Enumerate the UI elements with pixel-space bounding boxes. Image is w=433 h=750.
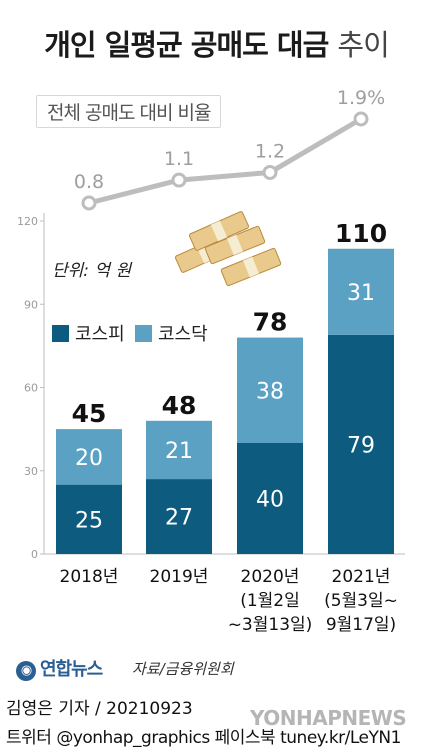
title-bold: 개인 일평균 공매도 대금: [44, 28, 329, 62]
bar-value-label: 27: [165, 506, 193, 531]
ratio-label: 전체 공매도 대비 비율: [36, 95, 222, 128]
legend-kosdaq-label: 코스닥: [158, 324, 208, 345]
byline: 김영은 기자 / 20210923: [6, 699, 193, 719]
bar-total-label: 78: [253, 308, 288, 337]
x-tick-label: 2019년: [150, 567, 209, 587]
ratio-point: [81, 195, 97, 211]
bar-kospi: [146, 479, 212, 554]
bar-kosdaq: [328, 248, 394, 335]
legend-kosdaq-swatch: [135, 324, 152, 342]
x-tick-label: 2020년: [241, 567, 300, 587]
ratio-line: [88, 116, 363, 206]
yonhap-logo: ◉ 연합뉴스: [16, 655, 103, 681]
x-tick-label: 2018년: [60, 567, 119, 587]
bar-kosdaq: [56, 429, 122, 485]
x-tick-label: ~3월13일): [228, 615, 313, 635]
chart: 0 30 60 90 120 25 20 45 2018년 27 21 48 2019년 40 38 78 20…: [17, 87, 405, 635]
ratio-point: [171, 172, 187, 188]
bar-kosdaq: [146, 420, 212, 480]
bar-value-label: 21: [165, 439, 193, 464]
ratio-value-label: 1.1: [164, 148, 194, 170]
bar-kosdaq: [237, 337, 303, 443]
money-stack-illustration: [174, 211, 282, 287]
ratio-value-label: 1.9%: [337, 87, 385, 109]
legend-kosdaq: 코스닥: [135, 320, 208, 346]
unit-label: 단위: 억 원: [52, 261, 132, 281]
yonhap-logo-icon: ◉: [16, 661, 36, 681]
watermark: YONHAPNEWS: [250, 706, 407, 730]
y-tick-label: 90: [24, 298, 38, 311]
y-tick-label: 30: [24, 465, 38, 478]
bar-value-label: 40: [256, 488, 284, 513]
money-band: [226, 234, 244, 256]
x-tick-label: (1월2일: [240, 591, 300, 611]
x-tick-label: 9월17일): [326, 615, 396, 635]
bar-value-label: 31: [347, 281, 375, 306]
bar-total-label: 110: [335, 219, 387, 248]
bar-kospi: [237, 443, 303, 554]
bar-value-label: 25: [75, 508, 103, 533]
bar-value-label: 79: [347, 433, 375, 458]
money-band: [242, 256, 260, 278]
bar-total-label: 45: [72, 399, 107, 428]
y-tick-label: 120: [17, 215, 38, 228]
source: 자료/금융위원회: [132, 660, 234, 678]
x-tick-label: (5월3일~: [324, 591, 398, 611]
ratio-value-label: 1.2: [255, 140, 285, 162]
ratio-point: [353, 111, 369, 127]
y-tick-label: 60: [24, 382, 38, 395]
social-links: 트위터 @yonhap_graphics 페이스북 tuney.kr/LeYN1: [6, 728, 401, 748]
bar-value-label: 20: [75, 446, 103, 471]
ratio-point: [262, 164, 278, 180]
money-band: [210, 220, 228, 242]
legend-kospi: 코스피: [52, 320, 125, 346]
bar-kospi: [56, 484, 122, 554]
bar-kospi: [328, 334, 394, 554]
ratio-value-label: 0.8: [74, 171, 104, 193]
x-tick-label: 2021년: [332, 567, 391, 587]
bar-total-label: 48: [162, 391, 197, 420]
legend-kospi-label: 코스피: [75, 324, 125, 345]
title-light: 추이: [337, 28, 389, 62]
y-tick-label: 0: [31, 548, 38, 561]
chart-title: 개인 일평균 공매도 대금 추이: [0, 22, 433, 64]
bar-value-label: 38: [256, 379, 284, 404]
legend-kospi-swatch: [52, 324, 69, 342]
